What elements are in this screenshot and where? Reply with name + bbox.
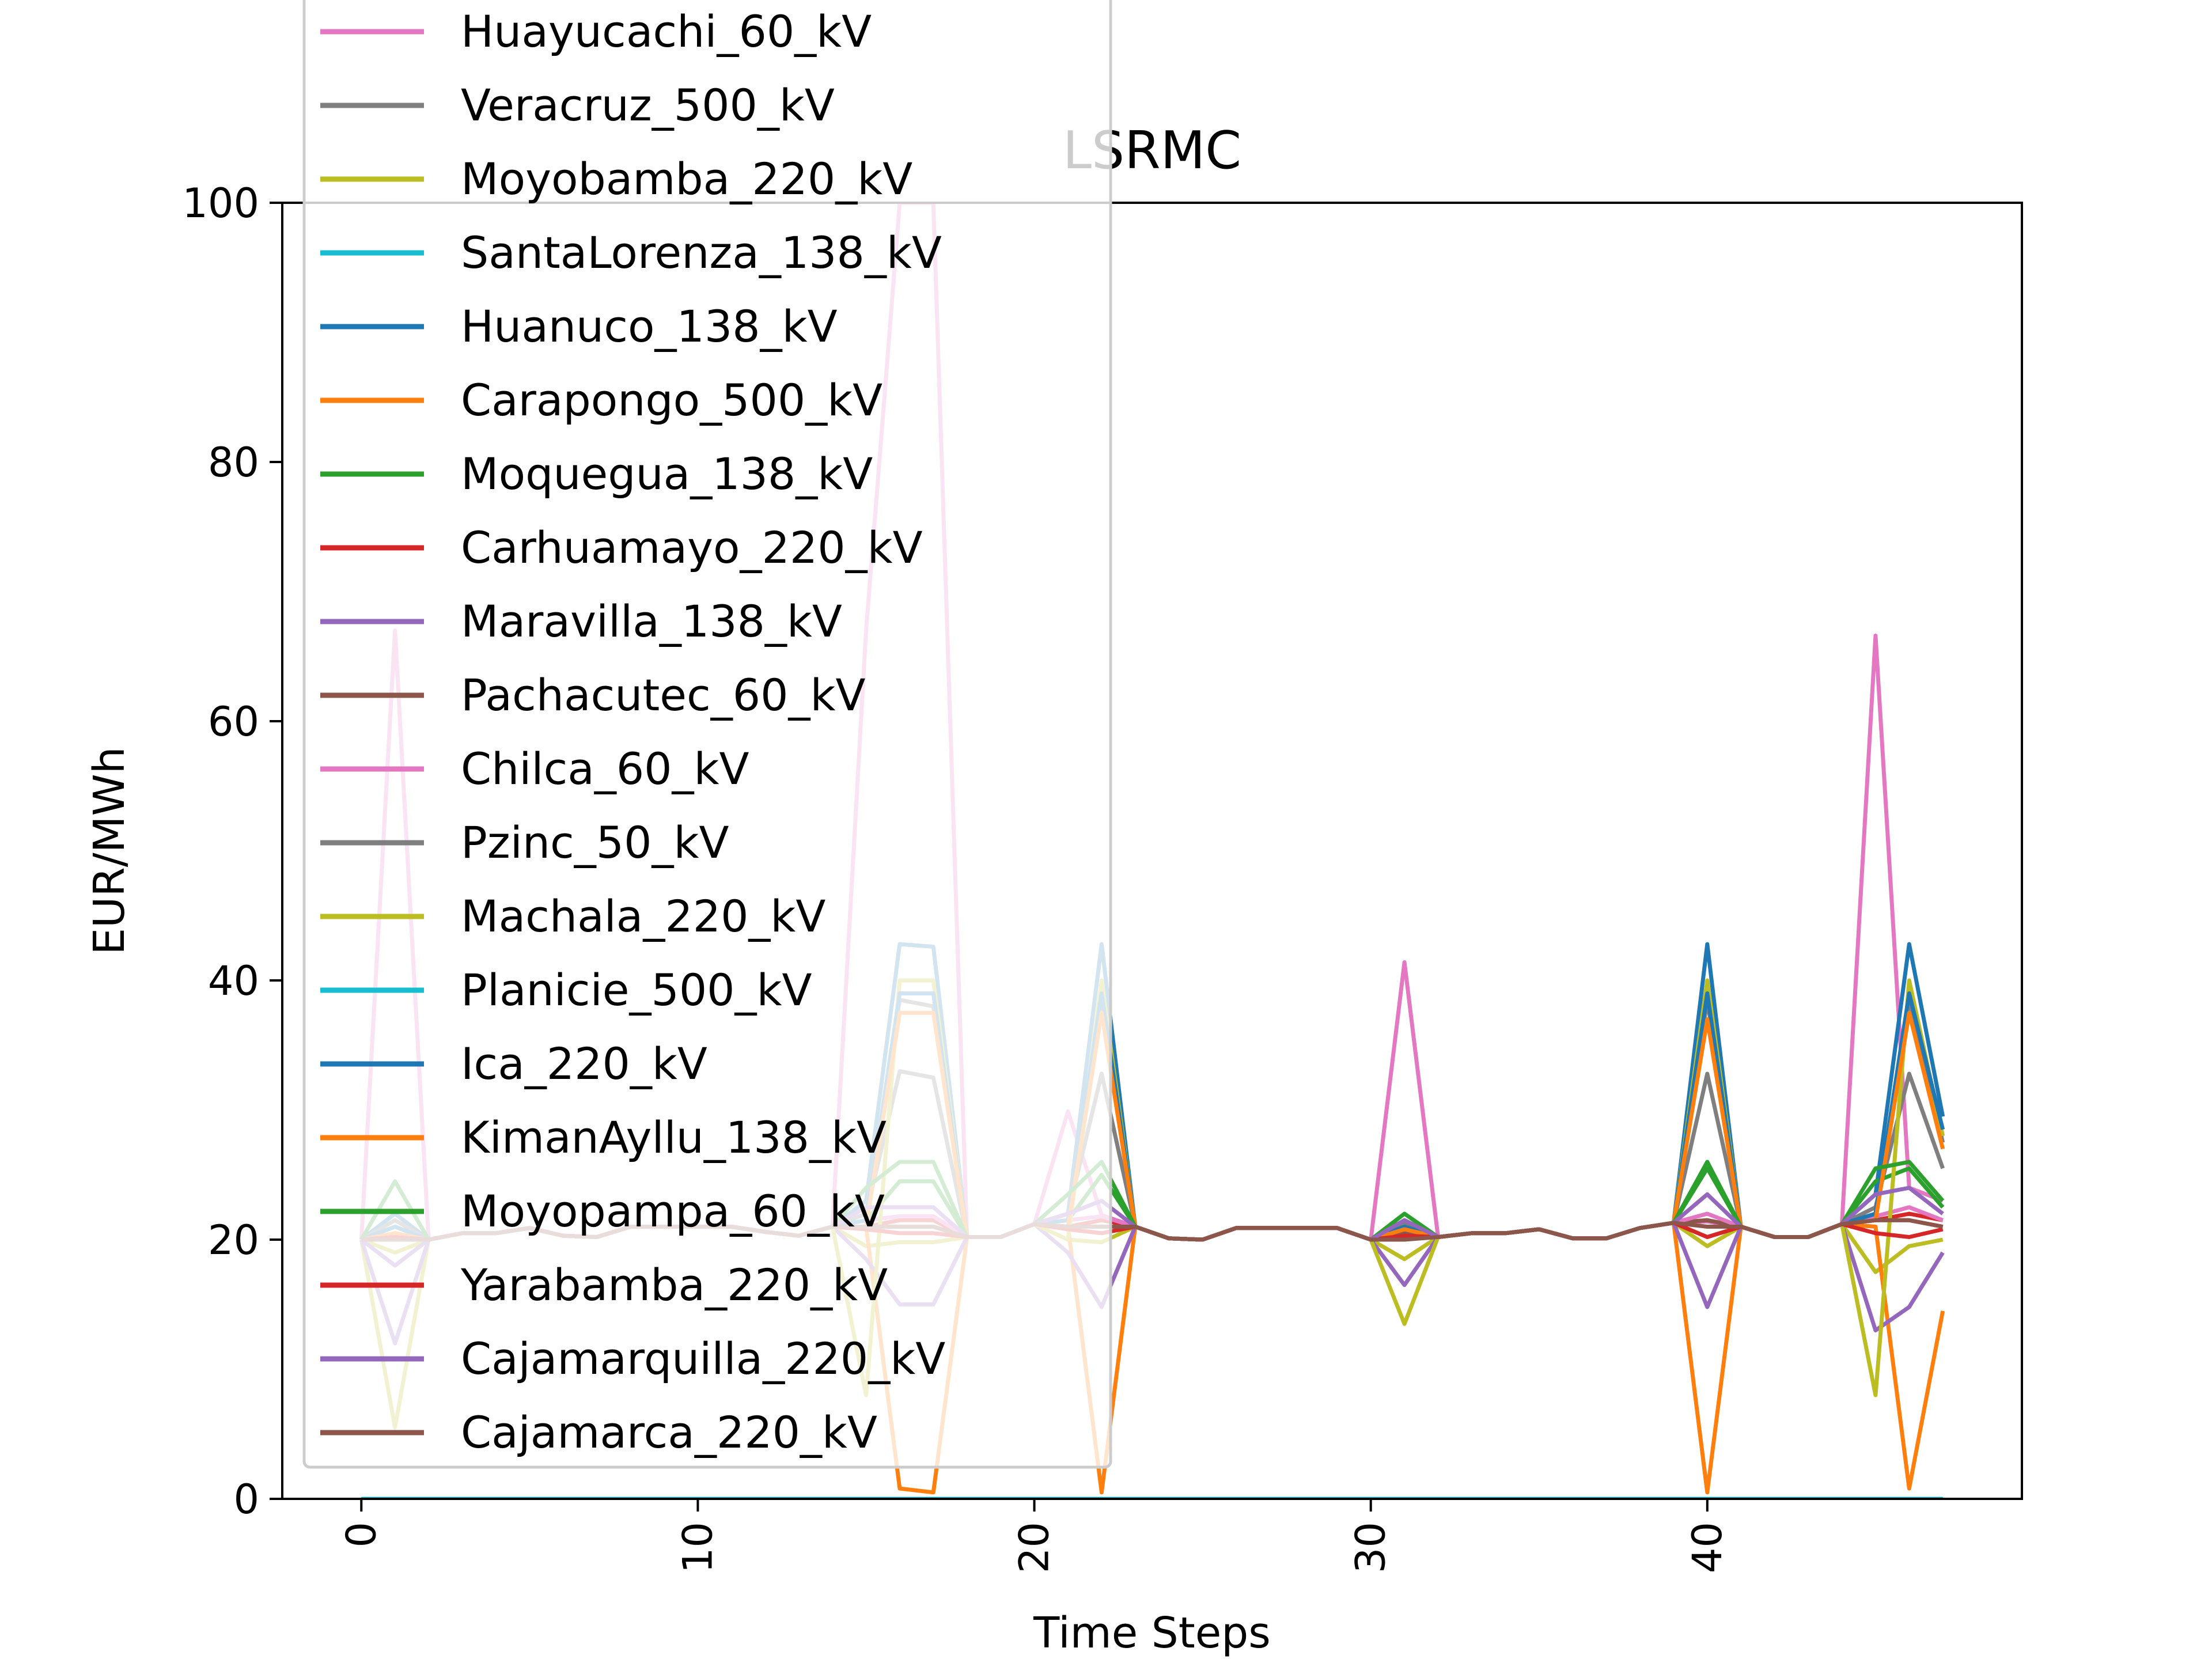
y-tick-label: 0 (233, 1476, 259, 1523)
y-tick-label: 80 (208, 439, 259, 486)
x-axis-label: Time Steps (1033, 1608, 1271, 1658)
y-tick-label: 20 (208, 1217, 259, 1264)
legend-entry-Pzinc_50_kV: Pzinc_50_kV (461, 817, 729, 868)
plot-frame (281, 202, 2023, 1500)
x-axis: 0 10 20 30 40 (338, 1499, 1731, 1573)
legend-entry-Cajamarca_220_kV: Cajamarca_220_kV (461, 1407, 877, 1458)
x-tick-label: 40 (1684, 1522, 1731, 1573)
y-tick-label: 60 (208, 698, 259, 745)
legend-entry-Carapongo_500_kV: Carapongo_500_kV (461, 374, 882, 426)
y-tick-label: 100 (182, 180, 259, 227)
legend-entry-Huanuco_138_kV: Huanuco_138_kV (461, 301, 838, 352)
legend-entry-Chilca_60_kV: Chilca_60_kV (461, 743, 749, 794)
legend-entry-Ica_220_kV: Ica_220_kV (461, 1038, 707, 1089)
legend-entry-Maravilla_138_kV: Maravilla_138_kV (461, 596, 842, 647)
x-tick-label: 20 (1011, 1522, 1058, 1573)
legend-entry-Machala_220_kV: Machala_220_kV (461, 891, 825, 942)
y-axis: 0 20 40 60 80 100 (182, 180, 282, 1523)
legend-entry-KimanAyllu_138_kV: KimanAyllu_138_kV (461, 1112, 887, 1163)
legend-entry-Huayucachi_60_kV: Huayucachi_60_kV (461, 6, 872, 57)
legend-entry-Pachacutec_60_kV: Pachacutec_60_kV (461, 669, 866, 721)
legend-entry-Moyopampa_60_kV: Moyopampa_60_kV (461, 1185, 885, 1237)
x-tick-label: 30 (1347, 1522, 1395, 1573)
legend-entry-Veracruz_500_kV: Veracruz_500_kV (461, 79, 835, 131)
x-tick-label: 10 (674, 1522, 721, 1573)
legend-entry-Yarabamba_220_kV: Yarabamba_220_kV (460, 1259, 888, 1310)
legend-entry-SantaLorenza_138_kV: SantaLorenza_138_kV (461, 227, 942, 278)
legend-entry-Carhuamayo_220_kV: Carhuamayo_220_kV (461, 522, 923, 573)
legend-entry-Moquegua_138_kV: Moquegua_138_kV (461, 448, 873, 499)
legend: Huayucachi_60_kV Veracruz_500_kV Moyobamba… (302, 0, 1112, 1469)
y-axis-label: EUR/MWh (85, 747, 134, 955)
y-tick-label: 40 (208, 957, 259, 1005)
legend-box (302, 0, 1112, 1469)
legend-entry-Planicie_500_kV: Planicie_500_kV (461, 964, 812, 1016)
x-tick-label: 0 (338, 1522, 385, 1548)
legend-entry-Cajamarquilla_220_kV: Cajamarquilla_220_kV (461, 1333, 945, 1384)
legend-entry-Moyobamba_220_kV: Moyobamba_220_kV (461, 153, 912, 204)
